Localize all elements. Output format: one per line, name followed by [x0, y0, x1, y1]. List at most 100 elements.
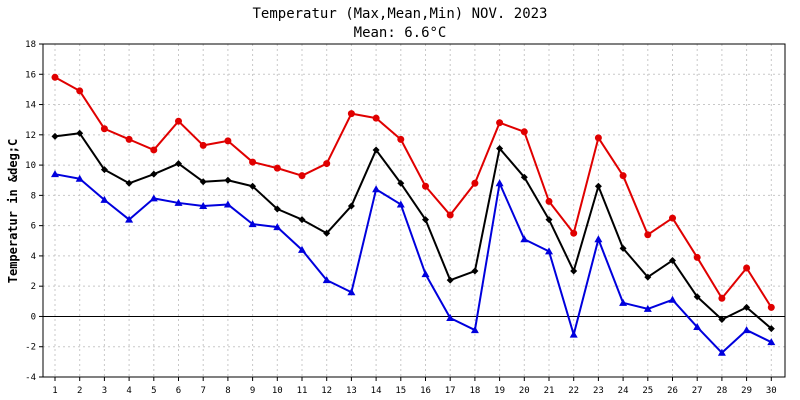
data-point-mean [224, 176, 232, 184]
data-point-min [347, 288, 356, 296]
data-point-min [223, 200, 232, 208]
data-point-max [323, 160, 331, 168]
data-point-max [397, 135, 405, 143]
data-point-mean [298, 216, 306, 224]
x-tick-label: 20 [519, 386, 530, 396]
data-point-max [224, 137, 232, 145]
data-point-max [298, 172, 306, 180]
data-point-min [668, 295, 677, 303]
data-point-max [199, 141, 207, 149]
data-point-mean [125, 179, 133, 187]
axes [39, 43, 786, 381]
data-point-max [545, 197, 553, 205]
data-point-max [372, 114, 380, 122]
data-point-min [100, 195, 109, 203]
data-point-min [174, 198, 183, 206]
data-point-min [693, 323, 702, 331]
x-tick-label: 3 [102, 386, 107, 396]
data-point-min [446, 313, 455, 321]
x-tick-label: 14 [371, 386, 382, 396]
data-point-mean [397, 179, 405, 187]
data-point-max [619, 172, 627, 180]
grid-lines [43, 44, 785, 377]
data-point-max [594, 134, 602, 142]
data-point-mean [496, 144, 504, 152]
data-point-max [273, 164, 281, 172]
data-point-mean [545, 216, 553, 224]
data-point-mean [199, 178, 207, 186]
x-tick-label: 19 [494, 386, 505, 396]
x-tick-label: 1 [52, 386, 57, 396]
data-point-mean [249, 182, 257, 190]
data-point-max [496, 119, 504, 127]
x-tick-label: 24 [618, 386, 629, 396]
data-point-min [248, 220, 257, 228]
data-point-max [51, 73, 59, 81]
data-point-min [322, 276, 331, 284]
x-tick-label: 16 [420, 386, 431, 396]
data-point-mean [594, 182, 602, 190]
data-point-mean [446, 276, 454, 284]
plot-frame [42, 43, 786, 378]
data-point-mean [76, 129, 84, 137]
data-point-mean [100, 166, 108, 174]
y-tick-label: 0 [31, 312, 36, 322]
data-point-min [717, 348, 726, 356]
data-point-max [570, 229, 578, 237]
data-point-min [742, 326, 751, 334]
x-tick-label: 8 [225, 386, 230, 396]
data-point-max [669, 214, 676, 222]
data-point-max [249, 158, 257, 166]
data-point-max [743, 264, 751, 272]
data-point-min [569, 330, 578, 338]
x-tick-label: 4 [126, 386, 131, 396]
x-tick-label: 29 [741, 386, 752, 396]
y-tick-label: 2 [31, 282, 36, 292]
x-tick-label: 9 [250, 386, 255, 396]
y-tick-label: 10 [25, 161, 36, 171]
data-point-mean [51, 132, 59, 140]
data-point-mean [347, 202, 355, 210]
data-point-min [125, 215, 134, 223]
data-point-min [273, 223, 282, 231]
x-tick-label: 13 [346, 386, 357, 396]
data-point-min [619, 298, 628, 306]
series-line-max [54, 76, 773, 308]
data-point-mean [693, 293, 701, 301]
data-point-max [693, 253, 701, 261]
data-point-mean [422, 216, 429, 224]
series-line-mean [54, 132, 772, 330]
x-tick-label: 23 [593, 386, 604, 396]
data-point-min [545, 247, 553, 255]
data-point-mean [570, 267, 578, 275]
data-series [51, 73, 776, 356]
data-point-max [347, 110, 355, 118]
y-tick-label: -4 [25, 373, 36, 383]
data-point-max [446, 211, 454, 219]
y-tick-label: 12 [25, 131, 36, 141]
data-point-min [520, 235, 529, 243]
x-tick-label: 5 [151, 386, 156, 396]
data-point-min [594, 235, 603, 243]
data-point-min [495, 179, 504, 187]
x-tick-label: 25 [642, 386, 653, 396]
data-point-max [644, 231, 652, 239]
series-line-min [54, 173, 772, 354]
data-point-mean [372, 146, 380, 154]
data-point-max [175, 117, 182, 125]
data-point-max [767, 303, 775, 311]
x-tick-label: 7 [200, 386, 205, 396]
x-tick-label: 12 [321, 386, 332, 396]
data-point-max [422, 182, 429, 190]
x-tick-label: 11 [297, 386, 308, 396]
data-point-min [421, 270, 430, 278]
data-point-min [298, 245, 306, 253]
data-point-mean [150, 170, 158, 178]
y-tick-label: 14 [25, 101, 36, 111]
x-tick-label: 17 [445, 386, 456, 396]
x-tick-label: 10 [272, 386, 283, 396]
x-tick-label: 27 [692, 386, 703, 396]
x-tick-label: 26 [667, 386, 678, 396]
data-point-max [471, 179, 479, 187]
